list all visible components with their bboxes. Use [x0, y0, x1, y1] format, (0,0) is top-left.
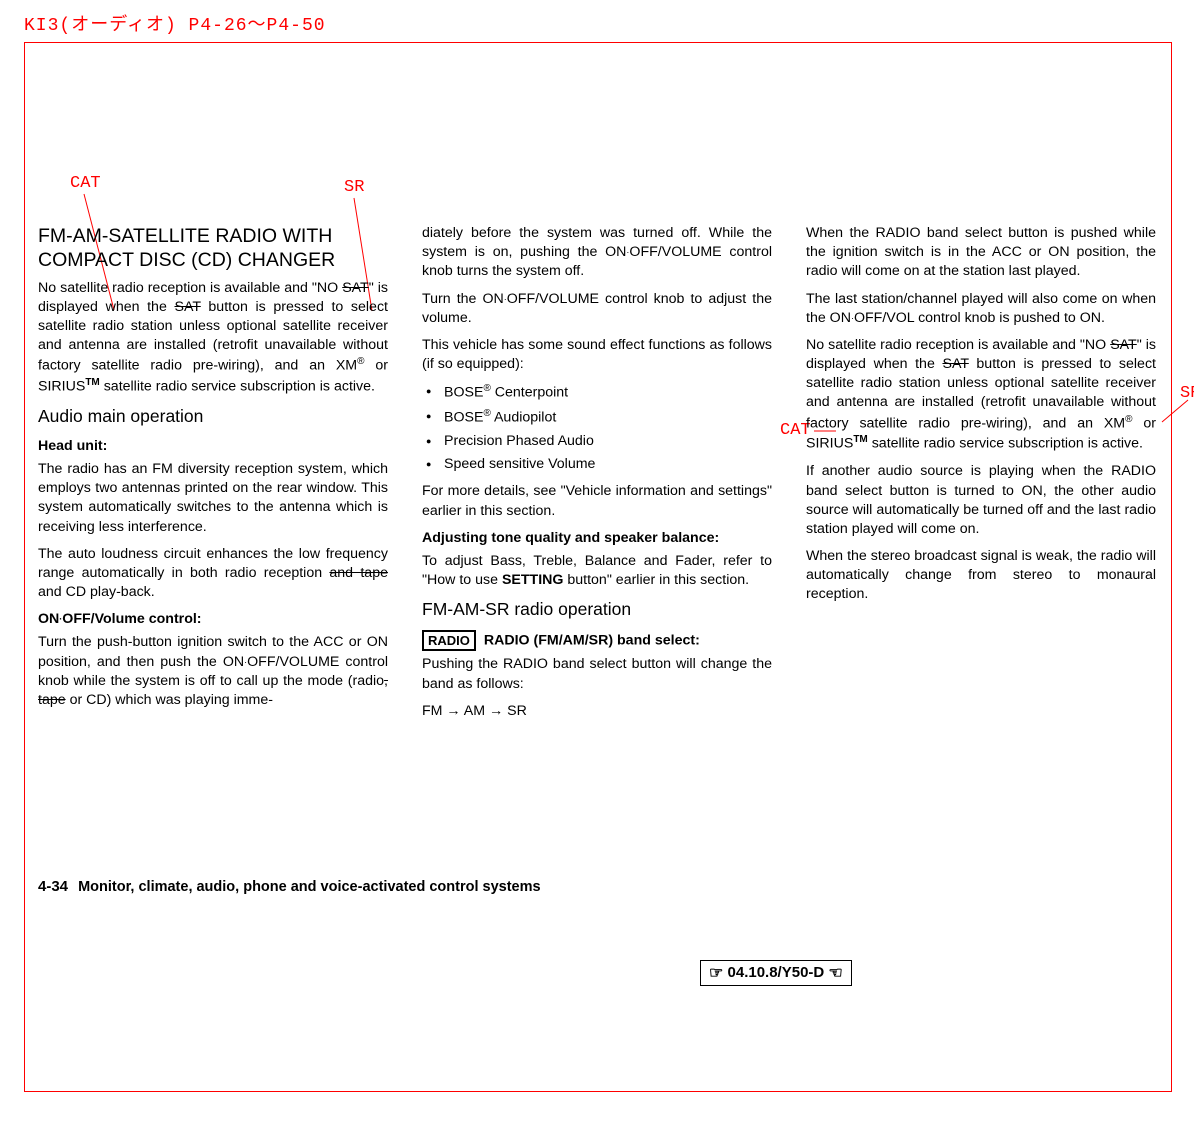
col2-p3: This vehicle has some sound effect funct… [422, 336, 772, 374]
col1-p2: The radio has an FM diversity reception … [38, 460, 388, 537]
col1-subheading-audio: Audio main operation [38, 405, 388, 429]
col1-p3: The auto loudness circuit enhances the l… [38, 545, 388, 603]
col2-p7: FM → AM → SR [422, 702, 772, 721]
col2-sub-radio: RADIO RADIO (FM/AM/SR) band select: [422, 630, 772, 652]
col1-sub-headunit: Head unit: [38, 437, 388, 456]
col2-heading-fmamsr: FM-AM-SR radio operation [422, 598, 772, 622]
col2-bullet-1: BOSE® Centerpoint [422, 382, 772, 403]
col1-p1: No satellite radio reception is availabl… [38, 279, 388, 398]
col1-p4: Turn the push-button ignition switch to … [38, 633, 388, 710]
col3-p3: No satellite radio reception is availabl… [806, 336, 1156, 455]
col2-p5: To adjust Bass, Treble, Balance and Fade… [422, 552, 772, 590]
annotation-cat-top: CAT [70, 174, 101, 193]
col3-p5: When the stereo broadcast signal is weak… [806, 547, 1156, 605]
hand-left-icon: ☞ [709, 963, 723, 983]
page-number: 4-34 [38, 878, 68, 895]
col2-bullet-3: Precision Phased Audio [422, 432, 772, 451]
col2-bullet-2: BOSE® Audiopilot [422, 407, 772, 428]
col2-p4: For more details, see "Vehicle informati… [422, 482, 772, 520]
anno-line-sr-right [1160, 398, 1194, 438]
col3-p1: When the RADIO band select button is pus… [806, 224, 1156, 282]
col3-p4: If another audio source is playing when … [806, 462, 1156, 539]
column-1: FM-AM-SATELLITE RADIO WITH COMPACT DISC … [38, 224, 388, 729]
col1-heading: FM-AM-SATELLITE RADIO WITH COMPACT DISC … [38, 224, 388, 273]
date-stamp: ☞ 04.10.8/Y50-D ☜ [700, 960, 852, 986]
col2-p2: Turn the ON·OFF/VOLUME control knob to a… [422, 290, 772, 328]
page-footer: 4-34 Monitor, climate, audio, phone and … [38, 878, 541, 895]
footer-title: Monitor, climate, audio, phone and voice… [78, 879, 541, 895]
content-columns: FM-AM-SATELLITE RADIO WITH COMPACT DISC … [38, 224, 1158, 729]
col2-bullets: BOSE® Centerpoint BOSE® Audiopilot Preci… [422, 382, 772, 474]
page-header-code: KI3(オーディオ) P4-26〜P4-50 [24, 10, 326, 36]
column-3: When the RADIO band select button is pus… [806, 224, 1156, 729]
radio-box-icon: RADIO [422, 630, 476, 652]
col2-p1: diately before the system was turned off… [422, 224, 772, 282]
annotation-sr-top: SR [344, 178, 364, 197]
col2-sub-tone: Adjusting tone quality and speaker balan… [422, 529, 772, 548]
col3-p2: The last station/channel played will als… [806, 290, 1156, 328]
hand-right-icon: ☜ [828, 963, 842, 983]
col2-bullet-4: Speed sensitive Volume [422, 455, 772, 474]
column-2: diately before the system was turned off… [422, 224, 772, 729]
col2-p6: Pushing the RADIO band select button wil… [422, 655, 772, 693]
col1-sub-onoff: ON·OFF/Volume control: [38, 610, 388, 629]
